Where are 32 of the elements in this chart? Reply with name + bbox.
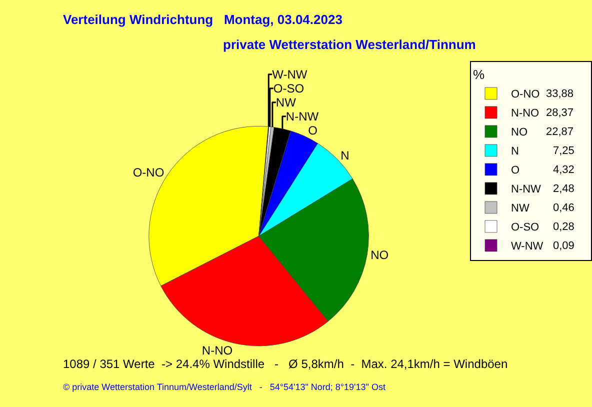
data-label: 7,25 (553, 145, 574, 157)
data-label: 22,87 (546, 126, 574, 138)
slice-label: N-NO (202, 343, 233, 358)
legend-label: N-NO (511, 108, 540, 120)
data-label: 0,09 (553, 240, 574, 252)
text: 1089 / 351 Werte -> 24.4% Windstille - Ø 5,8km/h - Max. 24,1km/h = Windböen (63, 357, 508, 371)
slice-label: O-SO (273, 81, 304, 96)
chart-subtitle: private Wetterstation Westerland/Tinnum (223, 37, 476, 52)
legend-label: O (511, 164, 520, 177)
data-label: 0,28 (553, 221, 574, 233)
data-label: 33,88 (546, 88, 574, 100)
slice-label: NW (276, 95, 297, 110)
slice-label: NO (370, 248, 389, 262)
legend-label: NW (511, 202, 530, 215)
legend-label: W-NW (511, 240, 544, 253)
data-label: 4,32 (553, 164, 574, 176)
slice-label: O (308, 123, 318, 138)
slice-label: O-NO (132, 165, 164, 180)
slice-label: N (340, 148, 350, 163)
legend-label: O-SO (511, 222, 540, 234)
legend-label: O-NO (511, 88, 540, 101)
slice-label: W-NW (272, 67, 308, 82)
legend-label: N (511, 146, 519, 158)
slice-label: N-NW (286, 109, 320, 124)
data-label: 2,48 (553, 183, 574, 195)
legend-label: NO (511, 126, 528, 139)
legend-title: % (473, 66, 485, 82)
data-label: 0,46 (553, 202, 574, 214)
legend-label: N-NW (511, 184, 541, 196)
chart-title: Verteilung Windrichtung Montag, 03.04.2023 (63, 12, 342, 27)
data-label: 28,37 (546, 107, 574, 119)
text: © private Wetterstation Tinnum/Westerland/Sylt - 54°54'13" Nord; 8°19'13" Ost (63, 382, 386, 392)
